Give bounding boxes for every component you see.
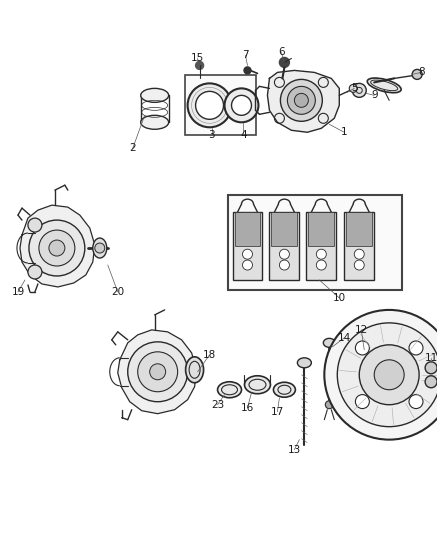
Circle shape — [29, 220, 85, 276]
Text: 3: 3 — [208, 130, 215, 140]
Ellipse shape — [273, 382, 295, 397]
Polygon shape — [20, 205, 95, 287]
Circle shape — [337, 323, 438, 427]
Circle shape — [128, 342, 187, 402]
Circle shape — [341, 347, 397, 403]
Circle shape — [355, 388, 363, 396]
Ellipse shape — [218, 382, 241, 398]
Bar — [184, 75, 257, 135]
Circle shape — [279, 58, 290, 67]
Ellipse shape — [280, 79, 322, 122]
Ellipse shape — [93, 238, 107, 258]
Text: 12: 12 — [355, 325, 368, 335]
Circle shape — [28, 218, 42, 232]
Text: 13: 13 — [288, 445, 301, 455]
Text: 16: 16 — [241, 403, 254, 413]
Polygon shape — [118, 330, 197, 414]
Text: 15: 15 — [191, 53, 204, 63]
Circle shape — [355, 341, 369, 355]
Text: 18: 18 — [203, 350, 216, 360]
Circle shape — [375, 388, 383, 396]
Ellipse shape — [294, 93, 308, 107]
Bar — [269, 212, 300, 280]
Circle shape — [244, 67, 251, 74]
Circle shape — [349, 84, 357, 92]
Circle shape — [95, 243, 105, 253]
Bar — [233, 212, 262, 280]
Bar — [234, 212, 261, 246]
Text: 8: 8 — [418, 67, 424, 77]
Text: 6: 6 — [278, 47, 285, 58]
Circle shape — [412, 69, 422, 79]
Bar — [227, 195, 402, 290]
Circle shape — [351, 357, 387, 393]
Ellipse shape — [323, 338, 336, 348]
Circle shape — [325, 401, 333, 409]
Circle shape — [354, 249, 364, 259]
Circle shape — [279, 249, 290, 259]
Circle shape — [316, 249, 326, 259]
Circle shape — [374, 360, 404, 390]
Circle shape — [150, 364, 166, 380]
Text: 23: 23 — [211, 400, 224, 410]
Circle shape — [243, 249, 252, 259]
Circle shape — [409, 341, 423, 355]
Text: 14: 14 — [338, 333, 351, 343]
Circle shape — [352, 83, 366, 98]
Ellipse shape — [244, 376, 270, 394]
Polygon shape — [268, 70, 339, 132]
Text: 1: 1 — [341, 127, 348, 138]
Circle shape — [324, 310, 438, 440]
Bar — [306, 212, 336, 280]
Bar — [272, 212, 297, 246]
Circle shape — [361, 367, 377, 383]
Text: 2: 2 — [129, 143, 136, 154]
Circle shape — [28, 265, 42, 279]
Circle shape — [196, 91, 223, 119]
Bar — [344, 212, 374, 280]
Circle shape — [196, 61, 204, 69]
Circle shape — [225, 88, 258, 122]
Circle shape — [232, 95, 251, 115]
Circle shape — [359, 345, 419, 405]
Bar — [346, 212, 372, 246]
Circle shape — [409, 394, 423, 409]
Text: 11: 11 — [424, 353, 438, 363]
Text: 20: 20 — [111, 287, 124, 297]
Circle shape — [243, 260, 252, 270]
Circle shape — [39, 230, 75, 266]
Circle shape — [187, 83, 232, 127]
Ellipse shape — [367, 78, 401, 93]
Circle shape — [425, 376, 437, 387]
Circle shape — [354, 260, 364, 270]
Bar — [308, 212, 334, 246]
Circle shape — [425, 362, 437, 374]
Text: 7: 7 — [242, 51, 249, 60]
Circle shape — [355, 394, 369, 409]
Text: 5: 5 — [351, 83, 357, 93]
Ellipse shape — [297, 358, 311, 368]
Circle shape — [375, 353, 383, 361]
Ellipse shape — [186, 357, 204, 383]
Text: 17: 17 — [271, 407, 284, 417]
Text: 19: 19 — [11, 287, 25, 297]
Text: 9: 9 — [371, 91, 378, 100]
Circle shape — [279, 260, 290, 270]
Ellipse shape — [141, 115, 169, 130]
Circle shape — [355, 353, 363, 361]
Text: 10: 10 — [333, 293, 346, 303]
Text: 4: 4 — [240, 130, 247, 140]
Ellipse shape — [287, 86, 315, 114]
Circle shape — [316, 260, 326, 270]
Ellipse shape — [141, 88, 169, 102]
Circle shape — [138, 352, 178, 392]
Circle shape — [49, 240, 65, 256]
